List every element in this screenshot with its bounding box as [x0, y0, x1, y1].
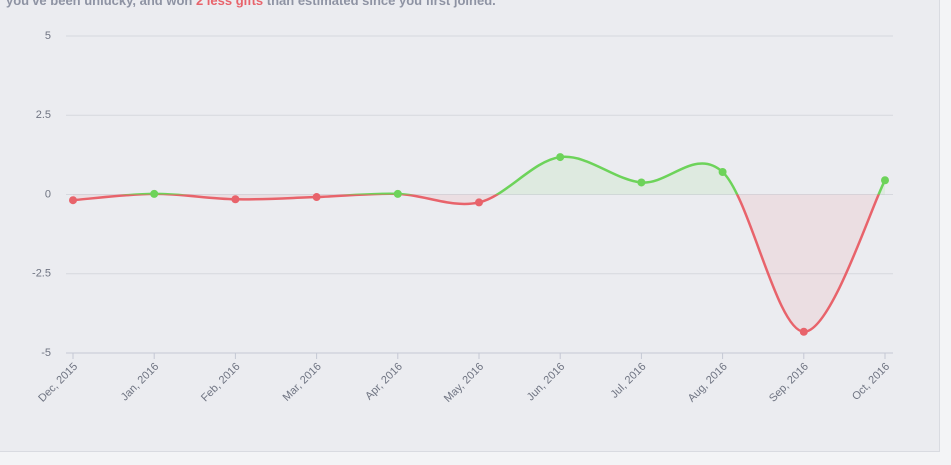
- x-tick-label: Jun, 2016: [525, 361, 568, 404]
- point: [231, 195, 240, 204]
- x-tick-label: Dec, 2015: [36, 361, 80, 405]
- y-tick-label: 5: [45, 30, 51, 42]
- x-tick-label: Aug, 2016: [686, 361, 730, 405]
- point: [881, 176, 889, 185]
- point: [312, 193, 321, 202]
- x-tick-label: Oct, 2016: [850, 361, 892, 403]
- y-tick-label: 2.5: [36, 109, 51, 121]
- headline-text: you've been unlucky, and won: [6, 0, 196, 8]
- headline: you've been unlucky, and won 2 less gift…: [6, 0, 496, 8]
- y-tick-label: -2.5: [32, 268, 51, 280]
- y-tick-label: -5: [41, 347, 51, 359]
- x-tick-label: Mar, 2016: [281, 361, 324, 404]
- positive-line: [119, 155, 887, 195]
- point: [556, 153, 565, 162]
- positive-area: [73, 156, 885, 195]
- x-tick-label: Feb, 2016: [199, 361, 243, 405]
- point: [150, 189, 159, 198]
- point: [799, 327, 808, 336]
- x-tick-label: Jan, 2016: [119, 361, 162, 404]
- panel: [0, 0, 940, 452]
- x-tick-label: Jul, 2016: [609, 361, 649, 401]
- point: [637, 178, 646, 187]
- negative-area: [73, 194, 885, 332]
- point: [718, 167, 727, 176]
- x-tick-label: Apr, 2016: [363, 361, 405, 403]
- point: [475, 198, 483, 207]
- x-tick-label: May, 2016: [442, 361, 486, 405]
- negative-line: [72, 194, 880, 334]
- point: [69, 196, 77, 205]
- headline-text: than estimated since you first joined.: [263, 0, 496, 8]
- y-tick-label: 0: [45, 188, 51, 200]
- headline-highlight: 2 less gifts: [195, 0, 264, 8]
- point: [393, 189, 402, 198]
- x-tick-label: Sep, 2016: [767, 361, 811, 405]
